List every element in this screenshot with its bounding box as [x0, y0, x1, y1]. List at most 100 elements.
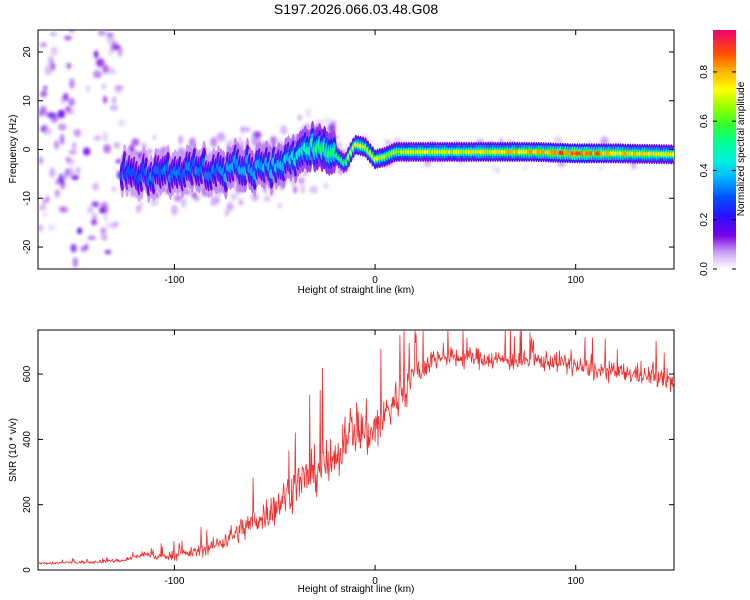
- spectrogram-scatter-blob: [54, 140, 60, 150]
- spectrogram-scatter-blob: [104, 249, 111, 255]
- spectrogram-scatter-blob: [97, 30, 106, 36]
- spectrogram-scatter-blob: [136, 204, 142, 214]
- spectrogram-scatter-blob: [110, 222, 117, 229]
- spectrogram-scatter-blob: [298, 177, 305, 184]
- spectrogram-scatter-blob: [69, 79, 75, 90]
- spectrogram-scatter-blob: [87, 235, 96, 240]
- spectrogram-scatter-blob: [251, 192, 259, 202]
- spectrogram-scatter-blob: [215, 196, 220, 205]
- spectrogram-scatter-blob: [49, 167, 56, 178]
- snr-frame: [37, 329, 675, 571]
- spectrogram-scatter-blob: [105, 205, 109, 214]
- spectrogram-scatter-blob: [106, 32, 114, 38]
- spectrogram-scatter-blob: [60, 178, 66, 190]
- spectrogram-scatter-blob: [112, 44, 121, 50]
- spectrogram-scatter-blob: [280, 125, 288, 135]
- spectrogram-scatter-blob: [539, 162, 544, 168]
- spectrogram-scatter-blob: [103, 144, 111, 154]
- y-tick-label: -10: [22, 191, 33, 206]
- spectrogram-scatter-blob: [277, 202, 282, 209]
- spectrogram-scatter-blob: [111, 96, 117, 105]
- spectrogram-scatter-blob: [194, 196, 200, 202]
- spectrogram-scatter-blob: [62, 92, 69, 102]
- spectrogram-scatter-blob: [64, 35, 72, 41]
- spectrogram-scatter-blob: [68, 97, 75, 107]
- spectrogram-scatter-blob: [600, 136, 609, 146]
- spectrogram-scatter-blob: [238, 136, 243, 143]
- spectrogram-scatter-blob: [70, 243, 77, 253]
- spectrogram-scatter-blob: [106, 36, 116, 45]
- spectrogram-scatter-blob: [491, 165, 495, 172]
- spectrogram-scatter-blob: [57, 109, 66, 119]
- snr-x-axis: -100 0 100: [164, 330, 584, 587]
- spectrogram-scatter-blob: [309, 185, 319, 194]
- spectrogram-scatter-blob: [216, 132, 226, 142]
- spectrogram-scatter-blob: [72, 141, 76, 150]
- spectrogram-scatter-blob: [46, 195, 50, 203]
- spectrogram-scatter-blob: [59, 134, 65, 145]
- spectrogram-scatter-blob: [68, 150, 77, 155]
- spectrogram-scatter-blob: [111, 105, 119, 111]
- spectrogram-scatter-blob: [73, 128, 82, 138]
- spectrogram-scatter-blob: [55, 178, 60, 186]
- spectrogram-scatter-blob: [263, 195, 271, 203]
- snr-x-axis-label: Height of straight line (km): [298, 584, 415, 595]
- spectrogram-scatter-blob: [44, 65, 53, 76]
- spectrogram-scatter-blob: [65, 157, 72, 163]
- spectrogram-scatter-blob: [103, 213, 108, 222]
- figure-title: S197.2026.066.03.48.G08: [274, 1, 438, 17]
- spectrogram-scatter-blob: [113, 142, 121, 149]
- spectrogram-scatter-blob: [48, 55, 54, 67]
- spectrogram-scatter-blob: [101, 82, 107, 91]
- spectrogram-scatter-blob: [131, 138, 140, 147]
- spectrogram-scatter-blob: [91, 219, 97, 226]
- spectrogram-scatter-blob: [241, 126, 245, 134]
- spectrogram-scatter-blob: [46, 112, 56, 118]
- spectrogram-scatter-blob: [76, 166, 80, 175]
- spectrogram-scatter-blob: [323, 182, 329, 189]
- spectrogram-y-axis-label: Frequency (Hz): [8, 115, 19, 184]
- spectrogram-scatter-blob: [94, 50, 99, 59]
- spectrogram-scatter-blob: [141, 142, 147, 150]
- spectrogram-scatter-blob: [49, 31, 57, 37]
- spectrogram-scatter-blob: [323, 118, 332, 124]
- spectrogram-scatter-blob: [65, 106, 71, 113]
- spectrogram-scatter-blob: [42, 198, 46, 206]
- spectrogram-scatter-blob: [181, 198, 187, 208]
- snr-y-axis-label: SNR (10 * v/v): [8, 418, 19, 482]
- spectrogram-scatter-blob: [95, 58, 105, 68]
- spectrogram-scatter-blob: [276, 139, 284, 146]
- spectrogram-scatter-blob: [210, 137, 218, 148]
- snr-series-line: [38, 330, 674, 565]
- spectrogram-x-axis-label: Height of straight line (km): [298, 285, 415, 296]
- spectrogram-scatter-blob: [114, 87, 123, 94]
- snr-panel: 0 200 400 600 -100 0 100 Height of straight l…: [8, 329, 675, 595]
- spectrogram-scatter-blob: [210, 195, 217, 207]
- y-tick-label: 0: [22, 146, 33, 152]
- spectrogram-scatter-blob: [102, 131, 108, 142]
- spectrogram-ridge-cell: [671, 152, 674, 157]
- spectrogram-scatter-blob: [226, 202, 234, 212]
- colorbar-tick-label: 0.8: [699, 64, 710, 78]
- colorbar: 0.0 0.2 0.4 0.6 0.8 Normalized spectral ampl…: [699, 30, 747, 276]
- spectrogram-scatter-blob: [231, 193, 239, 200]
- spectrogram-scatter-blob: [99, 207, 107, 214]
- y-tick-label: 10: [22, 95, 33, 107]
- spectrogram-scatter-blob: [100, 230, 107, 241]
- spectrogram-scatter-blob: [71, 175, 79, 180]
- spectrogram-scatter-blob: [39, 105, 47, 116]
- spectrogram-scatter-blob: [300, 183, 305, 194]
- spectrogram-scatter-blob: [68, 167, 74, 177]
- spectrogram-scatter-blob: [77, 227, 82, 235]
- spectrogram-scatter-blob: [38, 205, 47, 211]
- x-tick-label: 0: [372, 576, 378, 587]
- spectrogram-ridge: [119, 120, 674, 204]
- y-tick-label: 20: [22, 46, 33, 58]
- spectrogram-scatter-blob: [87, 205, 94, 214]
- spectrogram-scatter-blob: [63, 170, 68, 180]
- spectrogram-scatter-blob: [48, 224, 56, 231]
- spectrogram-scatter-blob: [57, 123, 67, 131]
- colorbar-gradient: [713, 30, 736, 269]
- colorbar-ticks: 0.0 0.2 0.4 0.6 0.8: [699, 64, 736, 276]
